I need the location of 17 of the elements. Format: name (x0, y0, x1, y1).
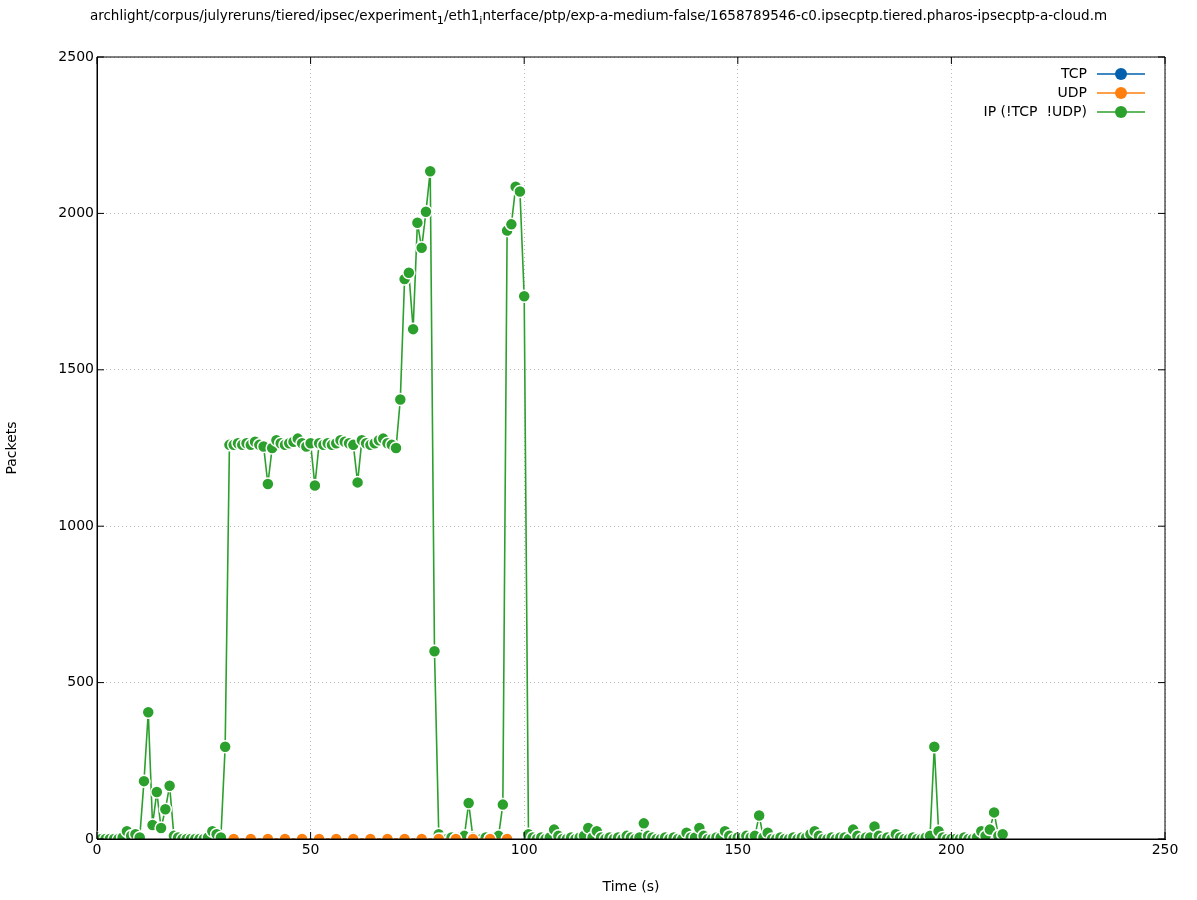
x-tick-label: 150 (724, 841, 752, 858)
y-tick-label: 1500 (58, 360, 94, 377)
legend-label: UDP (1057, 83, 1087, 100)
x-axis-title: Time (s) (601, 878, 660, 895)
y-tick-label: 2500 (58, 47, 94, 64)
y-tick-label: 500 (67, 673, 94, 690)
legend-label: TCP (1060, 64, 1087, 81)
x-tick-label: 100 (510, 841, 538, 858)
chart-title: archlight/corpus/julyreruns/tiered/ipsec/experiment$_{1}$/eth1$_{i}$nterface/ptp/exp-a-medium-false/1658789546-c0.ipsecptp.tiered.pharos-ipsecptp-a-cloud.m (88, 6, 1109, 29)
y-tick-label: 2000 (58, 204, 94, 221)
x-tick-label: 50 (301, 841, 320, 858)
legend-label: IP (!TCP !UDP) (983, 102, 1087, 119)
y-tick-label: 0 (85, 829, 94, 846)
y-axis-title: Packets (3, 421, 20, 475)
y-tick-label: 1000 (58, 516, 94, 533)
x-tick-label: 250 (1151, 841, 1179, 858)
x-tick-label: 200 (938, 841, 965, 858)
